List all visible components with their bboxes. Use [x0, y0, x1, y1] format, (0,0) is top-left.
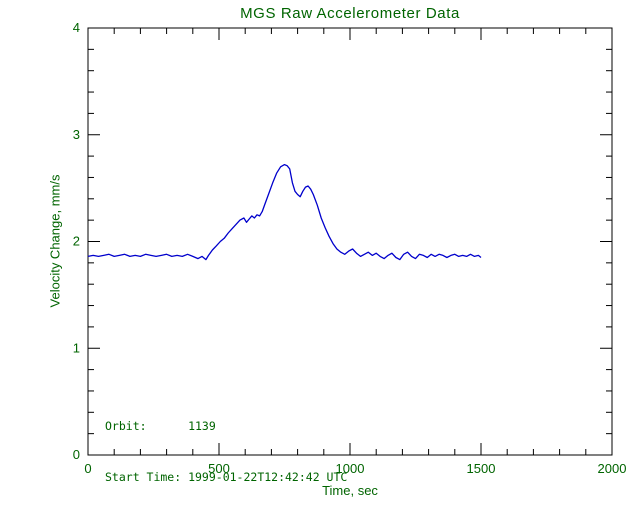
y-tick-label: 4	[73, 20, 80, 35]
y-tick-label: 3	[73, 127, 80, 142]
annotation-orbit: Orbit: 1139	[105, 419, 216, 433]
x-tick-label: 500	[208, 461, 230, 476]
annotation-start-time: Start Time: 1999-01-22T12:42:42 UTC	[105, 470, 348, 484]
y-tick-label: 1	[73, 340, 80, 355]
x-tick-label: 1500	[467, 461, 496, 476]
x-tick-label: 1000	[336, 461, 365, 476]
x-tick-label: 0	[84, 461, 91, 476]
y-tick-label: 0	[73, 447, 80, 462]
x-axis-label: Time, sec	[322, 483, 378, 498]
y-tick-label: 2	[73, 234, 80, 249]
y-axis-label: Velocity Change, mm/s	[47, 174, 63, 308]
x-tick-label: 2000	[598, 461, 627, 476]
chart-title: MGS Raw Accelerometer Data	[240, 5, 460, 22]
annotation-block: Orbit: 1139 Start Time: 1999-01-22T12:42…	[105, 384, 347, 512]
data-line-velocity-change	[87, 163, 482, 261]
